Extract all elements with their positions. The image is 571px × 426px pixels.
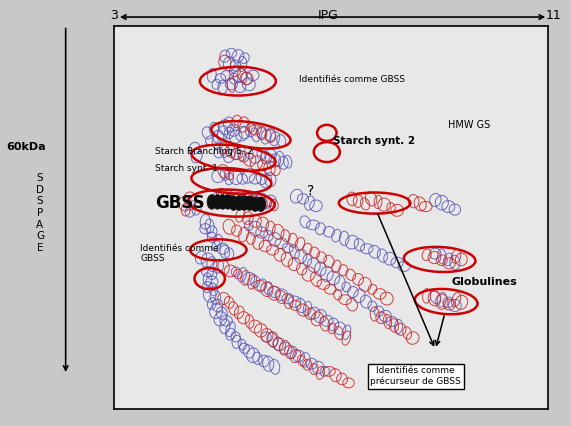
- Text: Starch Branching E. 2: Starch Branching E. 2: [155, 147, 254, 156]
- Ellipse shape: [251, 197, 260, 212]
- Text: Identifiés comme GBSS: Identifiés comme GBSS: [299, 75, 405, 84]
- Ellipse shape: [223, 195, 232, 209]
- Text: ?: ?: [307, 184, 315, 198]
- Ellipse shape: [207, 195, 216, 209]
- Text: S
D
S
P
A
G
E: S D S P A G E: [36, 173, 44, 253]
- Text: Identifiés comme
GBSS: Identifiés comme GBSS: [140, 244, 219, 263]
- Ellipse shape: [256, 197, 266, 212]
- Ellipse shape: [240, 196, 249, 210]
- Text: IPG: IPG: [318, 9, 339, 22]
- Ellipse shape: [235, 196, 244, 210]
- Text: 3: 3: [110, 9, 118, 22]
- Text: GBSS: GBSS: [155, 194, 205, 212]
- Text: HMW GS: HMW GS: [448, 120, 490, 130]
- Text: Globulines: Globulines: [452, 277, 517, 288]
- Text: Starch synt. 2: Starch synt. 2: [333, 135, 416, 146]
- Text: Identifiés comme
précurseur de GBSS: Identifiés comme précurseur de GBSS: [371, 366, 461, 386]
- Ellipse shape: [245, 196, 254, 210]
- Ellipse shape: [213, 195, 222, 209]
- Ellipse shape: [229, 196, 238, 210]
- Text: 11: 11: [546, 9, 562, 22]
- Text: 60kDa: 60kDa: [6, 142, 46, 152]
- Ellipse shape: [218, 195, 227, 209]
- Text: Starch synt. 1: Starch synt. 1: [155, 164, 218, 173]
